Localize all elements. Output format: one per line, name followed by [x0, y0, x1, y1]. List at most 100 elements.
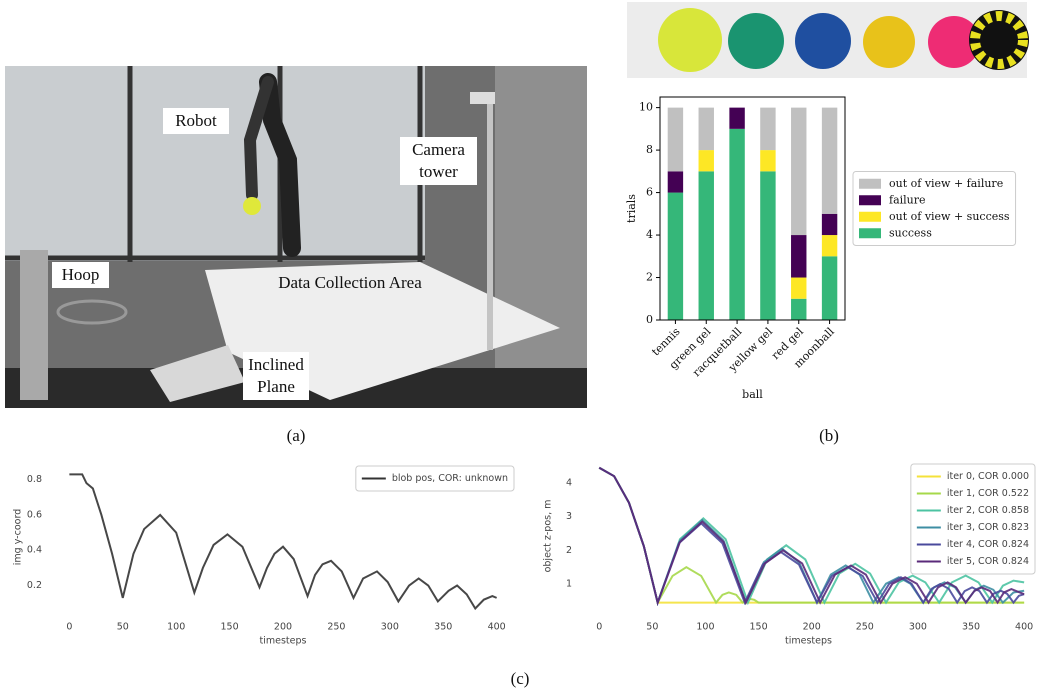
y-tick-label: 8: [646, 143, 653, 156]
balls-photo: [627, 2, 1029, 78]
robot-arm: [243, 76, 274, 201]
bar-segment: [821, 235, 838, 257]
x-tick-label: 350: [434, 622, 452, 633]
legend-box: [910, 463, 1036, 575]
bar-segment: [821, 107, 838, 214]
y-axis-label: img y-coord: [13, 509, 24, 565]
x-axis-label: timesteps: [260, 636, 307, 647]
legend-box: [852, 171, 1017, 246]
ball: [658, 8, 722, 72]
legend-swatch: [859, 178, 881, 189]
bar-segment: [698, 150, 714, 172]
bar-segment: [791, 107, 807, 236]
bar-segment: [760, 150, 776, 172]
ball: [243, 197, 261, 215]
x-tick-label: 100: [696, 622, 714, 633]
x-tick-label: 300: [909, 622, 927, 633]
bar-segment: [791, 235, 807, 278]
legend-swatch: [859, 211, 881, 222]
ball: [795, 13, 851, 69]
legend-label: blob pos, COR: unknown: [392, 473, 508, 484]
x-axis-label: ball: [742, 388, 763, 401]
photo-label: Robot: [163, 108, 229, 134]
legend-label: failure: [889, 193, 926, 206]
x-tick-label: 0: [66, 622, 72, 633]
y-tick-label: 0.2: [27, 580, 42, 591]
photo-label: Inclined Plane: [243, 352, 309, 400]
y-tick-label: 1: [566, 579, 572, 590]
x-tick-label: 50: [117, 622, 129, 633]
legend-box: [355, 465, 515, 492]
bar-segment: [729, 128, 745, 320]
y-tick-label: 0.6: [27, 509, 42, 520]
line-chart: 0 50 100 150 200 250 300 350 400 1 2 3 4 timesteps obj…: [543, 463, 1036, 647]
x-tick-label: 250: [327, 622, 345, 633]
legend-swatch: [859, 195, 881, 206]
wall: [495, 66, 587, 408]
line-chart: 0 50 100 150 200 250 300 350 400 0.2 0.4 0.6 0.8 time…: [13, 465, 515, 647]
camera: [470, 92, 495, 104]
x-tick-label: 400: [1015, 622, 1033, 633]
y-tick-label: 4: [566, 477, 572, 488]
y-tick-label: 0.8: [27, 474, 42, 485]
x-tick-label: 350: [962, 622, 980, 633]
legend-label: out of view + failure: [889, 177, 1003, 190]
legend-label: out of view + success: [889, 210, 1010, 223]
y-tick-label: 6: [646, 186, 653, 199]
y-tick-label: 2: [646, 271, 653, 284]
bar-segment: [760, 107, 776, 151]
caption: (a): [287, 426, 306, 445]
ball: [863, 16, 915, 68]
x-tick-label: 250: [856, 622, 874, 633]
bar-segment: [821, 213, 838, 236]
bar-segment: [667, 192, 684, 320]
photo: [5, 66, 587, 408]
bar-segment: [667, 107, 684, 172]
y-tick-label: 3: [566, 511, 572, 522]
y-tick-label: 10: [639, 101, 653, 114]
legend-label: success: [889, 226, 932, 239]
data-line: [598, 466, 1025, 606]
bar-segment: [760, 171, 776, 320]
x-axis-label: timesteps: [785, 636, 832, 647]
x-tick-label: 200: [803, 622, 821, 633]
x-tick-label: 50: [646, 622, 658, 633]
photo-label: Camera tower: [400, 137, 477, 185]
window: [5, 66, 425, 261]
legend-label: iter 4, COR 0.824: [947, 539, 1029, 550]
data-line: [69, 473, 498, 611]
bar-segment: [821, 256, 838, 320]
x-tick-label: 150: [221, 622, 239, 633]
y-tick-label: 0: [646, 313, 653, 326]
legend-swatch: [859, 228, 881, 239]
caption: (c): [511, 669, 530, 688]
x-tick-label: 300: [381, 622, 399, 633]
legend-label: iter 1, COR 0.522: [947, 488, 1029, 499]
x-tick-label: 150: [750, 622, 768, 633]
plot-frame: [659, 96, 846, 321]
legend-label: iter 5, COR 0.824: [947, 556, 1029, 567]
y-axis-label: trials: [625, 194, 638, 223]
y-tick-label: 2: [566, 545, 572, 556]
y-axis-label: object z-pos, m: [543, 500, 554, 573]
x-tick-label: 200: [274, 622, 292, 633]
bar-segment: [698, 107, 714, 151]
bar-segment: [791, 277, 807, 299]
x-tick-label: 0: [596, 622, 602, 633]
bar-segment: [729, 107, 745, 129]
bar-segment: [791, 298, 807, 320]
inclined-plane: [150, 345, 245, 402]
photo-label: Data Collection Area: [278, 273, 422, 292]
ball: [928, 16, 980, 68]
hoop-stand: [20, 250, 48, 400]
x-tick-label: 400: [488, 622, 506, 633]
robot-arm: [259, 73, 301, 257]
ball-pattern: [970, 11, 1028, 69]
legend-label: iter 0, COR 0.000: [947, 471, 1029, 482]
y-tick-label: 4: [646, 228, 653, 241]
legend-label: iter 3, COR 0.823: [947, 522, 1029, 533]
x-tick-label: 100: [167, 622, 185, 633]
